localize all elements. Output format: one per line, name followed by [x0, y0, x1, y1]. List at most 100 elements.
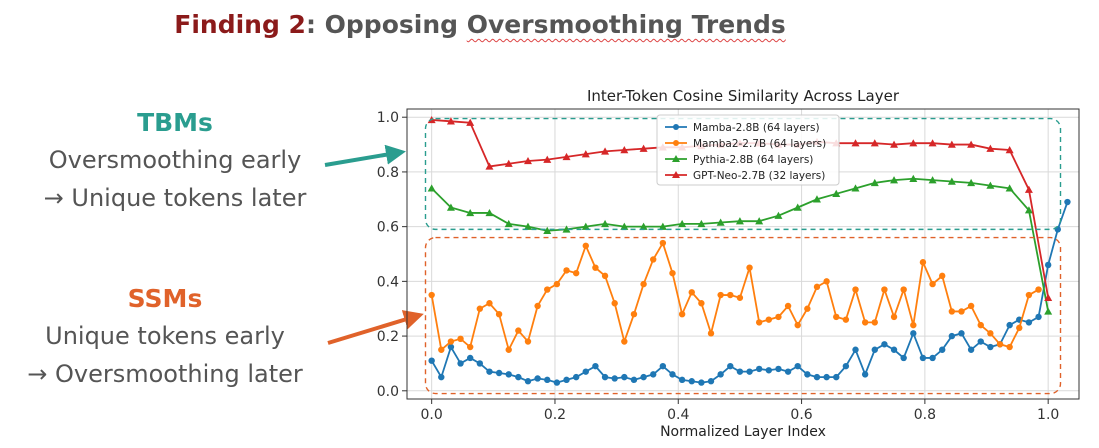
data-point	[736, 294, 744, 301]
data-point	[476, 360, 484, 367]
data-point	[871, 346, 878, 353]
data-point	[543, 226, 552, 234]
data-point	[639, 144, 648, 152]
data-point	[977, 338, 984, 345]
data-point	[688, 378, 695, 385]
data-point	[621, 338, 628, 345]
data-point	[928, 139, 937, 147]
data-point	[775, 313, 782, 321]
data-point	[804, 305, 811, 312]
data-point	[466, 343, 474, 351]
data-point	[881, 341, 888, 348]
data-point	[716, 218, 725, 226]
data-point	[611, 300, 618, 307]
series-2	[427, 174, 1053, 315]
data-point	[592, 362, 599, 370]
data-point	[504, 159, 513, 167]
data-point	[698, 300, 705, 307]
data-point	[620, 222, 629, 230]
tbm-arrow	[324, 144, 406, 167]
data-point	[987, 343, 994, 351]
x-tick-label: 0.2	[544, 407, 566, 423]
data-point	[727, 291, 734, 299]
data-point	[996, 341, 1004, 348]
data-point	[890, 313, 898, 321]
data-point	[947, 140, 956, 148]
data-point	[793, 203, 802, 211]
legend-entry: GPT-Neo-2.7B (32 layers)	[665, 170, 825, 182]
data-point	[669, 371, 676, 378]
data-point	[572, 373, 580, 381]
data-point	[601, 272, 609, 280]
legend-label: Mamba-2.8B (64 layers)	[693, 122, 820, 134]
data-point	[947, 177, 956, 185]
data-point	[813, 373, 821, 381]
data-point	[919, 259, 927, 266]
data-point	[562, 225, 571, 233]
data-point	[1044, 307, 1053, 315]
y-tick-label: 0.0	[377, 384, 399, 400]
data-point	[553, 379, 561, 386]
data-point	[784, 368, 792, 375]
data-point	[446, 203, 455, 211]
data-point	[910, 330, 917, 337]
x-tick-label: 0.4	[667, 407, 689, 423]
data-point	[958, 330, 965, 337]
data-point	[515, 327, 522, 334]
data-point	[707, 378, 715, 385]
data-point	[485, 208, 494, 217]
data-point	[553, 280, 561, 288]
data-point	[804, 371, 811, 378]
data-point	[774, 211, 783, 219]
data-point	[1016, 324, 1023, 332]
data-point	[765, 316, 773, 323]
data-point	[852, 346, 859, 353]
data-point	[563, 376, 570, 384]
data-point	[504, 219, 513, 228]
data-point	[650, 371, 657, 378]
series-line	[430, 240, 1039, 353]
data-point	[592, 264, 599, 271]
ssm-heading: SSMs	[127, 284, 203, 313]
data-point	[581, 150, 590, 158]
data-point	[601, 219, 610, 228]
data-point	[861, 371, 869, 378]
data-point	[775, 365, 782, 373]
x-tick-label: 0.0	[421, 407, 443, 423]
data-point	[447, 338, 455, 345]
data-point	[967, 140, 976, 148]
data-point	[977, 321, 984, 329]
ssm-line-1: Unique tokens early	[45, 322, 285, 350]
title-accent: Finding 2	[174, 10, 306, 39]
legend-box	[656, 114, 840, 186]
legend-entry: Mamba2-2.7B (64 layers)	[665, 138, 826, 150]
data-point	[534, 302, 541, 310]
data-point	[1006, 321, 1013, 329]
legend-marker	[673, 140, 679, 146]
data-point	[1005, 184, 1014, 192]
ssm-block: SSMs Unique tokens early → Oversmoothing…	[10, 284, 320, 393]
data-point	[650, 256, 657, 263]
plot-frame	[406, 108, 1080, 400]
similarity-chart: 0.0 0.2 0.4 0.6 0.8 1.0 0.0 0.2 0.4 0.6 0.8 1.0 Inte…	[377, 87, 1080, 440]
legend-label: Pythia-2.8B (64 layers)	[693, 154, 813, 166]
data-point	[784, 302, 792, 310]
data-point	[909, 139, 918, 147]
data-point	[851, 184, 860, 192]
data-point	[505, 371, 512, 378]
data-point	[601, 147, 610, 155]
data-point	[735, 217, 744, 225]
data-point	[746, 368, 753, 375]
data-point	[486, 300, 493, 307]
data-point	[457, 360, 464, 367]
data-point	[524, 338, 532, 345]
tbm-line-1: Oversmoothing early	[48, 146, 302, 174]
data-point	[601, 373, 609, 381]
data-point	[987, 330, 994, 337]
data-point	[428, 291, 435, 299]
data-point	[861, 319, 869, 326]
title-rest: : Opposing	[305, 10, 467, 39]
data-point	[794, 321, 801, 329]
data-point	[929, 354, 936, 362]
title-squiggle: Oversmoothing Trends	[466, 10, 786, 39]
